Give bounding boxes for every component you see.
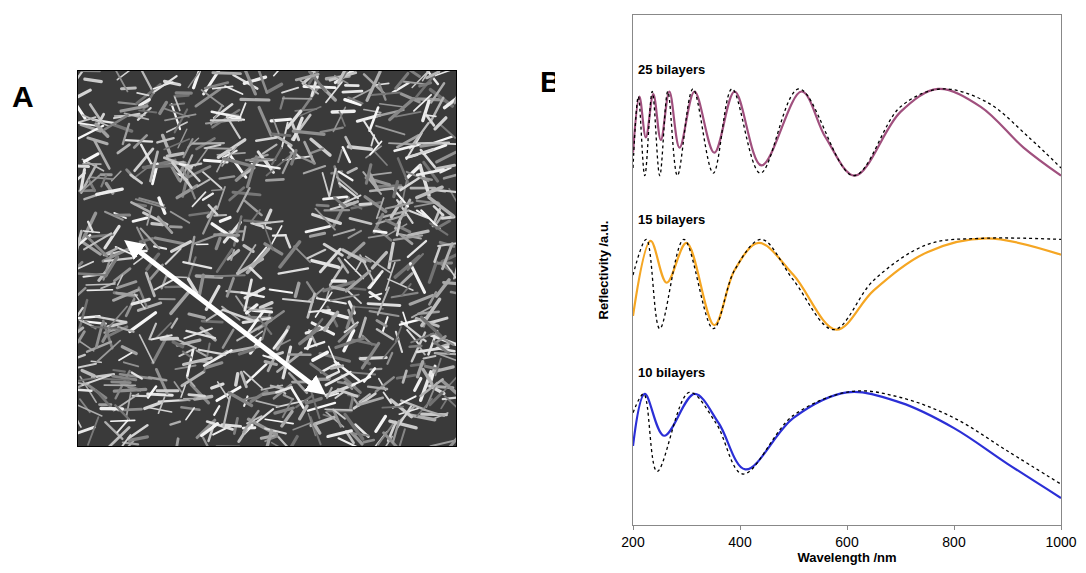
html-text:B: B [540, 65, 562, 98]
svg-text:Reflectivity /a.u.: Reflectivity /a.u. [596, 221, 611, 320]
svg-text:800: 800 [942, 534, 966, 550]
svg-text:Wavelength /nm: Wavelength /nm [797, 550, 896, 565]
svg-text:15 bilayers: 15 bilayers [638, 212, 705, 227]
svg-text:25 bilayers: 25 bilayers [638, 62, 705, 77]
svg-text:200: 200 [621, 534, 645, 550]
svg-text:400: 400 [728, 534, 752, 550]
svg-text:1000: 1000 [1045, 534, 1076, 550]
html-text:A: A [12, 80, 34, 113]
svg-text:600: 600 [835, 534, 859, 550]
svg-text:10 bilayers: 10 bilayers [638, 365, 705, 380]
